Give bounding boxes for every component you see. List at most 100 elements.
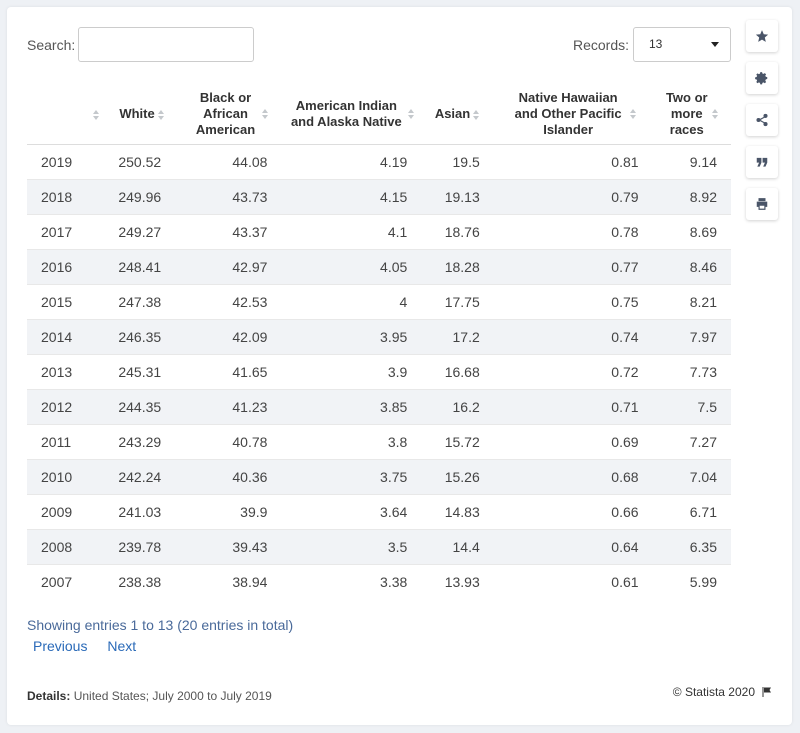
table-cell: 19.13 [421, 179, 494, 215]
column-header-year[interactable] [27, 84, 105, 145]
table-header-row: White Black or African American American… [27, 84, 731, 145]
table-cell: 42.09 [179, 319, 282, 355]
table-cell: 15.26 [421, 459, 494, 495]
table-cell: 2016 [27, 249, 105, 285]
table-cell: 250.52 [104, 144, 180, 180]
table-cell: 42.97 [179, 249, 282, 285]
side-toolbar [746, 20, 778, 230]
table-cell: 6.35 [652, 529, 731, 565]
table-cell: 2014 [27, 319, 105, 355]
table-cell: 2017 [27, 214, 105, 250]
search-label: Search: [27, 37, 76, 53]
column-header-white[interactable]: White [104, 84, 180, 145]
star-icon [755, 30, 769, 42]
table-cell: 4.15 [281, 179, 422, 215]
table-cell: 242.24 [104, 459, 180, 495]
table-cell: 0.68 [493, 459, 653, 495]
table-cell: 18.76 [421, 214, 494, 250]
table-cell: 8.46 [652, 249, 731, 285]
table-cell: 8.21 [652, 284, 731, 320]
table-cell: 18.28 [421, 249, 494, 285]
table-cell: 0.66 [493, 494, 653, 530]
records-select[interactable]: 13 [633, 27, 731, 62]
table-cell: 249.96 [104, 179, 180, 215]
table-cell: 15.72 [421, 424, 494, 460]
table-cell: 246.35 [104, 319, 180, 355]
table-cell: 243.29 [104, 424, 180, 460]
table-cell: 16.2 [421, 389, 494, 425]
settings-button[interactable] [746, 62, 778, 94]
search-input[interactable] [78, 27, 254, 62]
table-cell: 7.04 [652, 459, 731, 495]
flag-icon[interactable] [761, 686, 773, 698]
table-cell: 0.77 [493, 249, 653, 285]
records-select-value: 13 [649, 37, 663, 51]
table-cell: 0.61 [493, 564, 653, 599]
table-cell: 7.5 [652, 389, 731, 425]
table-cell: 13.93 [421, 564, 494, 599]
table-cell: 0.79 [493, 179, 653, 215]
table-cell: 17.75 [421, 284, 494, 320]
table-cell: 16.68 [421, 354, 494, 390]
table-row: 2011 243.29 40.78 3.8 15.72 0.69 7.27 [27, 424, 731, 460]
table-row: 2009 241.03 39.9 3.64 14.83 0.66 6.71 [27, 494, 731, 530]
entries-summary: Showing entries 1 to 13 (20 entries in t… [27, 617, 294, 633]
sort-icon [93, 108, 100, 122]
table-cell: 3.8 [281, 424, 422, 460]
details-text: United States; July 2000 to July 2019 [70, 689, 272, 703]
next-page-link[interactable]: Next [107, 638, 137, 654]
sort-icon [261, 107, 269, 121]
table-cell: 39.9 [179, 494, 282, 530]
copyright: © Statista 2020 [673, 685, 773, 699]
table-row: 2019 250.52 44.08 4.19 19.5 0.81 9.14 [27, 144, 731, 180]
table-cell: 40.36 [179, 459, 282, 495]
data-table: White Black or African American American… [27, 84, 731, 599]
print-button[interactable] [746, 188, 778, 220]
table-cell: 7.27 [652, 424, 731, 460]
table-cell: 8.69 [652, 214, 731, 250]
quote-icon [756, 157, 768, 167]
sort-icon [408, 107, 415, 121]
favorite-button[interactable] [746, 20, 778, 52]
column-header-black[interactable]: Black or African American [179, 84, 282, 145]
table-cell: 42.53 [179, 284, 282, 320]
table-cell: 19.5 [421, 144, 494, 180]
table-cell: 3.85 [281, 389, 422, 425]
table-row: 2015 247.38 42.53 4 17.75 0.75 8.21 [27, 284, 731, 320]
table-cell: 41.65 [179, 354, 282, 390]
column-header-asian[interactable]: Asian [421, 84, 494, 145]
column-header-american-indian[interactable]: American Indian and Alaska Native [281, 84, 422, 145]
copyright-text: © Statista 2020 [672, 685, 755, 699]
table-cell: 7.73 [652, 354, 731, 390]
table-cell: 249.27 [104, 214, 180, 250]
share-button[interactable] [746, 104, 778, 136]
cite-button[interactable] [746, 146, 778, 178]
table-cell: 0.81 [493, 144, 653, 180]
table-cell: 241.03 [104, 494, 180, 530]
sort-icon [711, 107, 719, 121]
table-cell: 6.71 [652, 494, 731, 530]
table-row: 2012 244.35 41.23 3.85 16.2 0.71 7.5 [27, 389, 731, 425]
details-note: Details: United States; July 2000 to Jul… [27, 689, 272, 703]
table-cell: 4.19 [281, 144, 422, 180]
table-row: 2014 246.35 42.09 3.95 17.2 0.74 7.97 [27, 319, 731, 355]
table-cell: 44.08 [179, 144, 282, 180]
table-cell: 3.9 [281, 354, 422, 390]
table-cell: 0.78 [493, 214, 653, 250]
table-cell: 2009 [27, 494, 105, 530]
table-cell: 0.74 [493, 319, 653, 355]
column-header-native-hawaiian[interactable]: Native Hawaiian and Other Pacific Island… [493, 84, 653, 145]
table-cell: 2013 [27, 354, 105, 390]
share-icon [756, 113, 768, 127]
table-cell: 38.94 [179, 564, 282, 599]
table-cell: 2011 [27, 424, 105, 460]
column-header-two-or-more[interactable]: Two or more races [652, 84, 731, 145]
table-row: 2017 249.27 43.37 4.1 18.76 0.78 8.69 [27, 214, 731, 250]
table-cell: 2015 [27, 284, 105, 320]
previous-page-link[interactable]: Previous [33, 638, 88, 654]
table-cell: 4.1 [281, 214, 422, 250]
table-cell: 0.69 [493, 424, 653, 460]
records-label: Records: [573, 37, 630, 53]
table-cell: 43.73 [179, 179, 282, 215]
table-cell: 5.99 [652, 564, 731, 599]
